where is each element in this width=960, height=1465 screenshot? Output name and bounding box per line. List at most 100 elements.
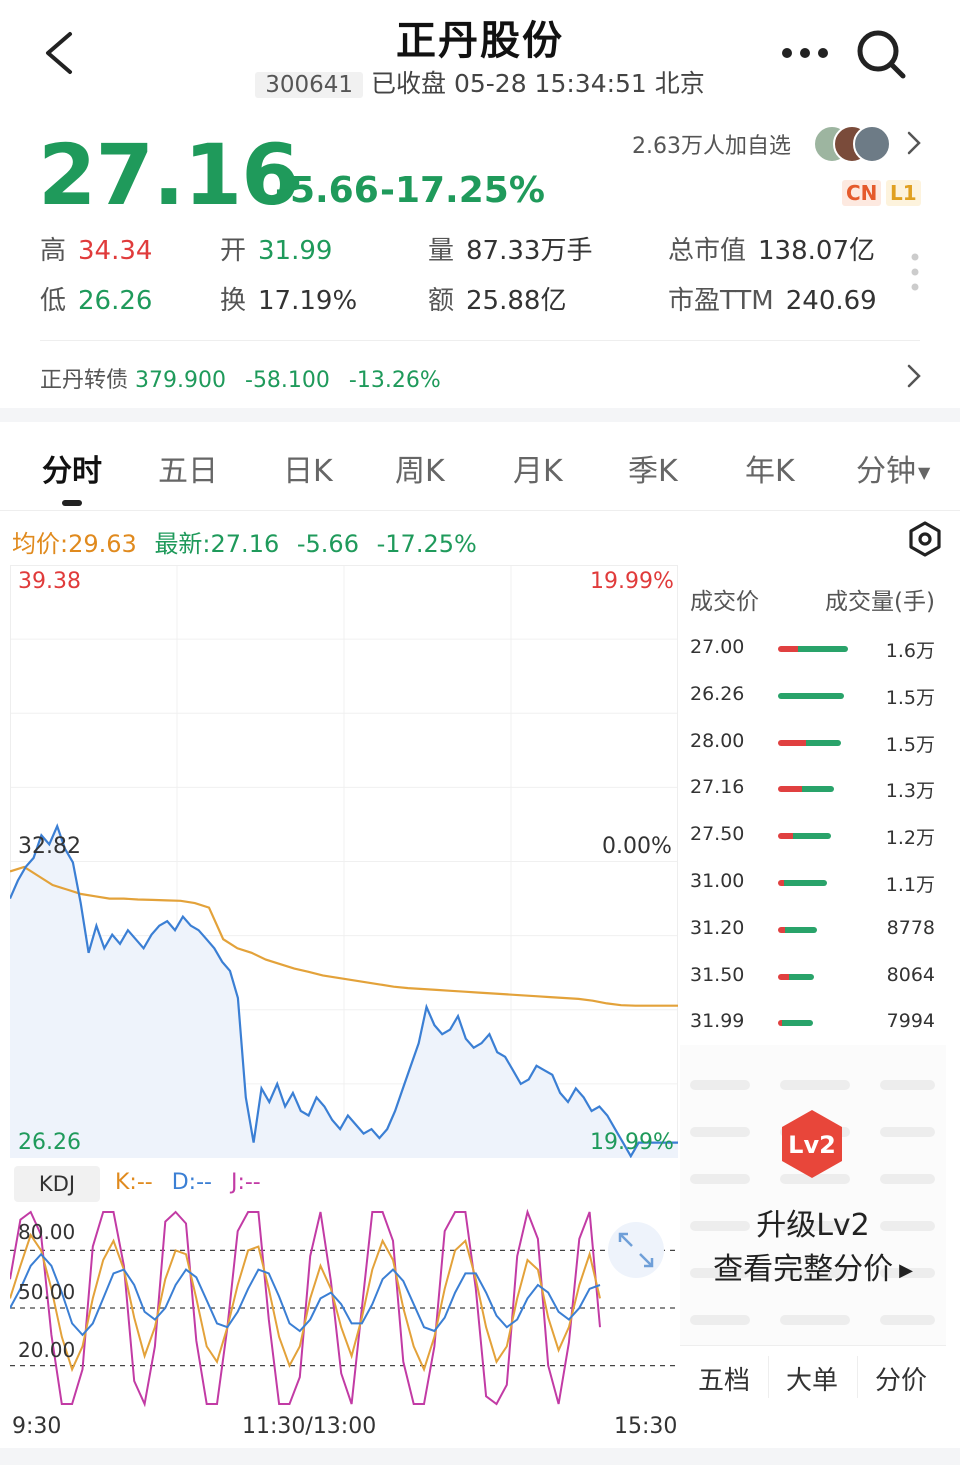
buy-volume-segment — [778, 880, 784, 886]
intraday-info-row: 均价:29.63 最新:27.16 -5.66 -17.25% — [12, 524, 477, 559]
placeholder-bar — [690, 1315, 750, 1325]
tab-weekly-k[interactable]: 周K — [395, 454, 445, 489]
bond-change-percent: -13.26% — [348, 368, 441, 393]
back-arrow-icon[interactable] — [36, 28, 86, 78]
y-axis-min-label: 26.26 — [18, 1130, 81, 1155]
tab-large-orders[interactable]: 大单 — [785, 1366, 838, 1396]
latest-change-percent: -17.25% — [376, 530, 477, 558]
bond-price: 379.900 — [135, 368, 226, 393]
placeholder-bar — [880, 1174, 935, 1184]
placeholder-bar — [880, 1127, 935, 1137]
chevron-right-icon[interactable] — [902, 362, 926, 390]
buy-volume-segment — [778, 833, 793, 840]
tab-intraday[interactable]: 分时 — [42, 454, 102, 489]
intraday-chart[interactable] — [10, 565, 678, 1158]
stat-value: 240.69 — [785, 286, 877, 316]
latest-price: 最新:27.16 — [154, 530, 280, 558]
vertical-more-icon[interactable] — [910, 252, 920, 292]
more-options-icon[interactable] — [780, 38, 830, 68]
tab-monthly-k[interactable]: 月K — [513, 454, 563, 489]
trade-row: 31.50 8064 — [690, 958, 935, 994]
trade-row: 26.26 1.5万 — [690, 677, 935, 713]
buy-volume-segment — [778, 973, 789, 980]
trade-volume: 1.1万 — [885, 874, 935, 896]
trade-price: 27.50 — [690, 823, 745, 846]
y-axis-min-percent-label: 19.99% — [590, 1130, 674, 1155]
stock-name-title: 正丹股份 — [396, 18, 564, 64]
divider — [857, 1356, 858, 1398]
trade-price: 31.00 — [690, 870, 745, 892]
sell-volume-segment — [788, 973, 815, 980]
volume-bar — [778, 973, 815, 980]
search-icon[interactable] — [855, 28, 907, 80]
tab-price-distribution[interactable]: 分价 — [874, 1366, 927, 1396]
placeholder-bar — [690, 1174, 750, 1184]
volume-bar — [778, 833, 831, 840]
tab-minute[interactable]: 分钟 ▼ — [856, 446, 930, 490]
trade-volume: 1.2万 — [885, 827, 935, 850]
stat-item: 低 26.26 — [40, 280, 152, 317]
stat-label: 高 — [40, 236, 67, 266]
kdj-chart[interactable] — [10, 1208, 678, 1408]
price-change-percent: -17.25% — [380, 170, 545, 211]
volume-bar — [778, 786, 834, 793]
tab-yearly-k[interactable]: 年K — [745, 454, 795, 489]
y-axis-max-percent-label: 19.99% — [590, 569, 674, 594]
view-full-price-link[interactable]: 查看完整分价 ▶ — [680, 1244, 946, 1288]
placeholder-bar — [780, 1315, 850, 1325]
tab-order-book[interactable]: 五档 — [697, 1366, 750, 1396]
trade-row: 27.00 1.6万 — [690, 630, 935, 666]
stat-value: 34.34 — [78, 236, 153, 266]
volume-bar — [778, 1020, 813, 1027]
kdj-level-80: 80.00 — [18, 1220, 76, 1244]
stat-label: 总市值 — [668, 236, 747, 266]
play-arrow-icon: ▶ — [899, 1260, 913, 1281]
placeholder-bar — [880, 1268, 935, 1278]
placeholder-bar — [690, 1221, 750, 1231]
chevron-right-icon[interactable] — [902, 128, 926, 158]
stat-item: 换 17.19% — [220, 280, 357, 317]
y-axis-max-label: 39.38 — [18, 569, 81, 594]
upgrade-lv2-text[interactable]: 升级Lv2 — [756, 1208, 870, 1243]
tab-five-day[interactable]: 五日 — [158, 454, 218, 489]
divider — [768, 1356, 769, 1398]
stat-item: 开 31.99 — [220, 230, 332, 267]
buy-volume-segment — [778, 926, 785, 933]
time-label-midday: 11:30/13:00 — [242, 1414, 377, 1439]
convertible-bond-row[interactable]: 正丹转债 379.900 -58.100 -13.26% — [40, 362, 441, 394]
stat-label: 量 — [428, 236, 455, 266]
kdj-j-line — [10, 1208, 601, 1408]
market-badge-cn: CN — [842, 180, 882, 206]
header-volume: 成交量(手) — [825, 589, 935, 615]
lv2-badge-icon[interactable]: Lv2 — [776, 1108, 848, 1180]
time-label-open: 9:30 — [12, 1414, 62, 1439]
price-change: -5.66 — [275, 170, 379, 211]
indicator-selector-button[interactable]: KDJ — [14, 1166, 100, 1202]
sell-volume-segment — [801, 786, 834, 793]
tab-quarterly-k[interactable]: 季K — [628, 454, 678, 489]
trade-volume: 7994 — [886, 1010, 935, 1033]
follower-count[interactable]: 2.63万人加自选 — [632, 134, 791, 159]
follower-avatars-icon[interactable] — [812, 122, 892, 166]
stat-value: 31.99 — [258, 236, 333, 266]
sell-volume-segment — [792, 833, 831, 840]
expand-icon[interactable] — [606, 1220, 666, 1280]
trade-row: 28.00 1.5万 — [690, 724, 935, 760]
volume-bar — [778, 692, 844, 699]
section-gap — [0, 408, 960, 422]
kdj-d-line — [10, 1252, 601, 1337]
trade-volume: 1.3万 — [885, 780, 935, 803]
chart-grid — [10, 565, 678, 1158]
settings-icon[interactable] — [906, 520, 944, 558]
placeholder-bar — [780, 1080, 850, 1090]
tab-daily-k[interactable]: 日K — [283, 454, 333, 489]
current-price: 27.16 — [38, 126, 300, 224]
kdj-k-line — [10, 1232, 601, 1373]
sell-volume-segment — [783, 880, 827, 886]
latest-change: -5.66 — [296, 530, 359, 558]
bond-name: 正丹转债 — [40, 368, 129, 393]
trade-price: 27.16 — [690, 776, 745, 799]
stat-value: 17.19% — [258, 286, 358, 316]
placeholder-bar — [690, 1127, 750, 1137]
active-tab-indicator — [62, 500, 82, 506]
